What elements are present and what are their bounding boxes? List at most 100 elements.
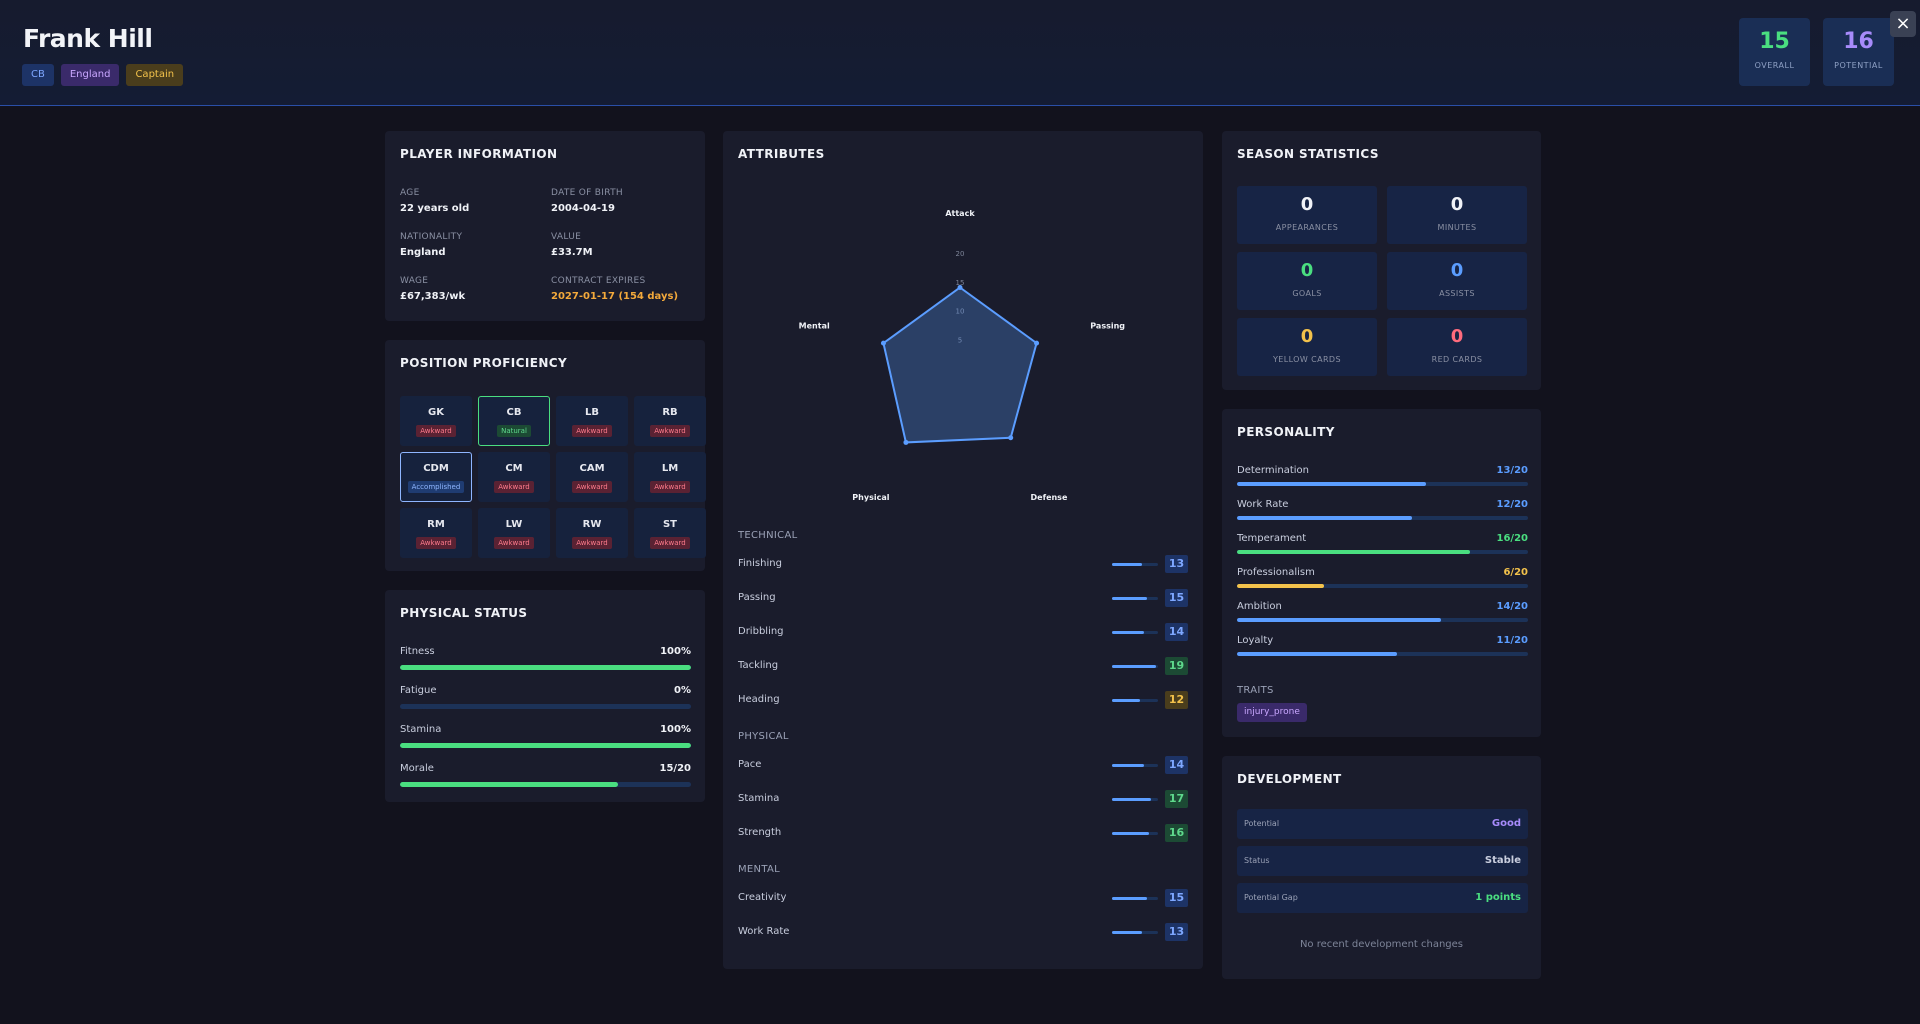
position-cell-lm[interactable]: LM Awkward xyxy=(634,452,706,502)
radar-point xyxy=(957,285,963,290)
bar-value: 100% xyxy=(660,646,691,657)
bar-header: Fitness 100% xyxy=(400,646,691,657)
radar-tick-label: 5 xyxy=(958,336,962,344)
position-cell-lb[interactable]: LB Awkward xyxy=(556,396,628,446)
position-cell-cm[interactable]: CM Awkward xyxy=(478,452,550,502)
position-cell-cam[interactable]: CAM Awkward xyxy=(556,452,628,502)
stat-label: MINUTES xyxy=(1437,223,1477,232)
close-icon[interactable]: × xyxy=(1890,11,1916,37)
attribute-row-tackling: Tackling 19 xyxy=(738,657,1188,677)
bar-header: Ambition 14/20 xyxy=(1237,601,1528,612)
proficiency-badge: Awkward xyxy=(494,481,534,493)
attribute-name: Dribbling xyxy=(738,626,784,637)
card-title: PLAYER INFORMATION xyxy=(400,147,558,161)
bar-value: 0% xyxy=(674,685,691,696)
physical-row-stamina: Stamina 100% xyxy=(400,724,691,748)
position-label: CB xyxy=(506,407,522,418)
bar-value: 15/20 xyxy=(659,763,691,774)
position-label: GK xyxy=(428,407,444,418)
proficiency-badge: Awkward xyxy=(572,425,612,437)
potential-label: POTENTIAL xyxy=(1834,61,1883,70)
progress-track xyxy=(1237,584,1528,588)
position-cell-gk[interactable]: GK Awkward xyxy=(400,396,472,446)
radar-axis-label: Passing xyxy=(1090,322,1125,331)
attribute-mini-bar xyxy=(1112,764,1158,767)
personality-row-ambition: Ambition 14/20 xyxy=(1237,601,1528,622)
proficiency-badge: Awkward xyxy=(572,481,612,493)
stat-minutes: 0 MINUTES xyxy=(1387,186,1527,244)
attribute-mini-bar xyxy=(1112,665,1158,668)
position-cell-lw[interactable]: LW Awkward xyxy=(478,508,550,558)
info-label: AGE xyxy=(400,188,420,198)
attribute-row-pace: Pace 14 xyxy=(738,756,1188,776)
player-header: Frank Hill CB England Captain 15 OVERALL… xyxy=(0,0,1920,106)
attribute-mini-bar xyxy=(1112,832,1158,835)
proficiency-badge: Awkward xyxy=(416,537,456,549)
attribute-value-badge: 13 xyxy=(1165,555,1188,573)
physical-row-fitness: Fitness 100% xyxy=(400,646,691,670)
attribute-mini-bar xyxy=(1112,563,1158,566)
position-cell-rm[interactable]: RM Awkward xyxy=(400,508,472,558)
position-cell-cb[interactable]: CB Natural xyxy=(478,396,550,446)
stat-label: ASSISTS xyxy=(1439,289,1475,298)
season-statistics-card: SEASON STATISTICS 0 APPEARANCES 0 MINUTES 0 G… xyxy=(1222,131,1541,390)
info-contract: CONTRACT EXPIRES 2027-01-17 (154 days) xyxy=(551,276,678,302)
bar-header: Temperament 16/20 xyxy=(1237,533,1528,544)
progress-fill xyxy=(1237,618,1441,622)
bar-header: Determination 13/20 xyxy=(1237,465,1528,476)
development-value: Stable xyxy=(1484,855,1521,866)
development-row-status: Status Stable xyxy=(1237,846,1528,876)
bar-label: Work Rate xyxy=(1237,499,1289,510)
progress-fill xyxy=(1237,482,1427,486)
personality-card: PERSONALITY Determination 13/20 Work Rate 1… xyxy=(1222,409,1541,737)
development-row-potential-gap: Potential Gap 1 points xyxy=(1237,883,1528,913)
position-cell-rw[interactable]: RW Awkward xyxy=(556,508,628,558)
bar-label: Loyalty xyxy=(1237,635,1274,646)
position-tag: CB xyxy=(22,64,54,86)
attribute-name: Work Rate xyxy=(738,926,790,937)
attribute-name: Strength xyxy=(738,827,782,838)
nationality-tag: England xyxy=(60,64,120,86)
position-cell-rb[interactable]: RB Awkward xyxy=(634,396,706,446)
progress-track xyxy=(400,704,691,709)
stat-label: YELLOW CARDS xyxy=(1273,355,1341,364)
info-value: 2027-01-17 (154 days) xyxy=(551,291,679,302)
attribute-row-stamina: Stamina 17 xyxy=(738,790,1188,810)
attribute-mini-bar xyxy=(1112,597,1158,600)
attribute-value-badge: 15 xyxy=(1165,889,1188,907)
position-label: ST xyxy=(662,519,678,530)
stat-value: 0 xyxy=(1300,260,1314,281)
progress-track xyxy=(400,782,691,787)
development-value: Good xyxy=(1491,818,1521,829)
attribute-mini-fill xyxy=(1112,699,1140,702)
attribute-value-badge: 15 xyxy=(1165,589,1188,607)
position-label: CM xyxy=(505,463,523,474)
bar-header: Stamina 100% xyxy=(400,724,691,735)
development-value: 1 points xyxy=(1475,892,1521,903)
bar-value: 14/20 xyxy=(1496,601,1528,612)
bar-label: Temperament xyxy=(1237,533,1307,544)
progress-fill xyxy=(400,665,691,670)
attribute-value-badge: 16 xyxy=(1165,824,1188,842)
attribute-name: Passing xyxy=(738,592,776,603)
radar-axis-label: Attack xyxy=(945,209,975,218)
attribute-name: Creativity xyxy=(738,892,787,903)
position-cell-cdm[interactable]: CDM Accomplished xyxy=(400,452,472,502)
overall-rating: 15 OVERALL xyxy=(1739,18,1810,86)
development-label: Status xyxy=(1244,856,1270,865)
bar-value: 16/20 xyxy=(1496,533,1528,544)
card-title: SEASON STATISTICS xyxy=(1237,147,1379,161)
attribute-mini-fill xyxy=(1112,832,1149,835)
development-empty-text: No recent development changes xyxy=(1299,939,1464,950)
bar-label: Ambition xyxy=(1237,601,1282,612)
attribute-mini-fill xyxy=(1112,563,1142,566)
proficiency-badge: Natural xyxy=(497,425,531,437)
position-cell-st[interactable]: ST Awkward xyxy=(634,508,706,558)
traits-label: TRAITS xyxy=(1237,685,1274,696)
overall-value: 15 xyxy=(1759,29,1790,54)
attribute-name: Stamina xyxy=(738,793,780,804)
attribute-row-work-rate: Work Rate 13 xyxy=(738,923,1188,943)
position-label: LM xyxy=(661,463,679,474)
overall-label: OVERALL xyxy=(1754,61,1795,70)
progress-fill xyxy=(1237,652,1398,656)
